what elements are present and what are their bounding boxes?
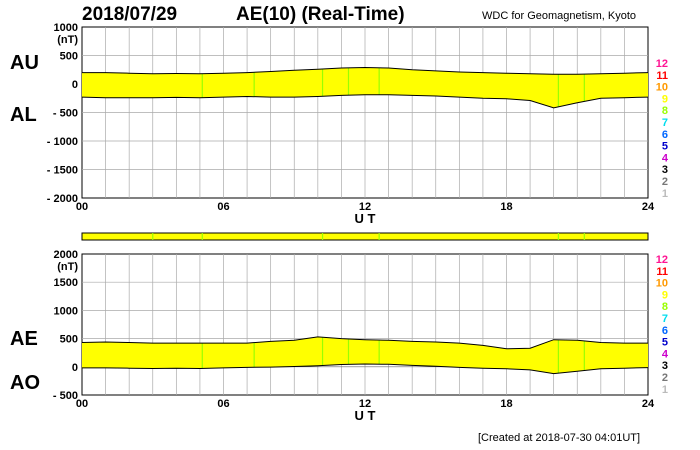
ae-ao-ytick-label: 1500 [54, 277, 78, 289]
station-strip-bar [81, 232, 649, 241]
au-al-xtick-label: 24 [642, 201, 655, 213]
ae-ao-ytick-label: - 500 [53, 390, 78, 402]
ae-ao-xaxis-title: U T [355, 408, 376, 423]
au-al-legend-item: 9 [662, 93, 668, 105]
chart-title: AE(10) (Real-Time) [236, 4, 405, 25]
au-al-legend-item: 1 [662, 188, 668, 200]
ae-ao-legend-item: 2 [662, 372, 668, 384]
chart-date: 2018/07/29 [82, 4, 178, 25]
au-al-ytick-label: 1000 [54, 22, 78, 34]
au-al-legend-item: 12 [656, 58, 668, 70]
au-al-series-au-line [82, 66, 649, 75]
au-al-legend-item: 5 [662, 141, 668, 153]
ao-label: AO [10, 372, 40, 394]
ae-ao-xtick-label: 24 [642, 398, 655, 410]
au-al-legend-item: 4 [662, 152, 669, 164]
ae-ao-legend-item: 1 [662, 384, 668, 396]
au-al-legend-item: 10 [656, 82, 668, 94]
au-al-legend-item: 6 [662, 129, 668, 141]
ae-ao-panel: 2000 1500 1000 500 0 - 500 (nT) 00 06 12 18 24 U T [53, 249, 655, 423]
ae-ao-xtick-label: 18 [500, 398, 512, 410]
ae-ao-legend-item: 3 [662, 360, 668, 372]
ae-ao-ytick-label: 1000 [54, 305, 78, 317]
ae-ao-legend-item: 6 [662, 325, 668, 337]
au-al-ytick-label: 500 [60, 51, 78, 63]
ae-ao-xtick-label: 00 [76, 398, 88, 410]
au-al-ytick-label: 0 [72, 79, 78, 91]
ae-ao-unit-label: (nT) [57, 261, 78, 273]
au-al-band [82, 67, 648, 108]
au-al-xaxis-title: U T [355, 211, 376, 226]
au-al-xtick-label: 18 [500, 201, 512, 213]
ae-ao-legend-item: 5 [662, 337, 668, 349]
ae-ao-xtick-label: 12 [359, 398, 371, 410]
ae-label: AE [10, 328, 38, 350]
ae-ao-series-ae-line [81, 336, 648, 350]
ae-ao-legend-item: 7 [662, 313, 668, 325]
au-al-xtick-label: 00 [76, 201, 88, 213]
au-label: AU [10, 52, 39, 74]
ae-ao-ytick-label: 500 [60, 334, 78, 346]
au-al-ytick-label: - 2000 [47, 193, 78, 205]
au-al-series-al-line [81, 94, 649, 109]
ae-ao-band [82, 336, 648, 374]
ae-ao-legend-item: 8 [662, 301, 668, 313]
data-source: WDC for Geomagnetism, Kyoto [482, 10, 637, 22]
ae-ao-legend-item: 10 [656, 278, 668, 290]
ae-ao-legend-item: 12 [656, 254, 668, 266]
au-al-legend-item: 3 [662, 164, 668, 176]
au-al-legend-item: 7 [662, 117, 668, 129]
au-al-xtick-label: 06 [217, 201, 229, 213]
au-al-ytick-label: - 500 [53, 108, 78, 120]
au-al-legend-item: 11 [656, 70, 668, 82]
au-al-legend-item: 2 [662, 176, 668, 188]
ae-ao-xtick-label: 06 [217, 398, 229, 410]
station-strip [81, 232, 649, 241]
created-timestamp: [Created at 2018-07-30 04:01UT] [478, 432, 641, 444]
ae-ao-series-ao-line [82, 363, 649, 375]
au-al-unit-label: (nT) [57, 34, 78, 46]
ae-ao-legend-item: 4 [662, 348, 669, 360]
ae-ao-ytick-label: 0 [72, 362, 78, 374]
au-al-panel: 1000 500 0 - 500 - 1000 - 1500 - 2000 (nT) 00 06 1… [47, 22, 655, 226]
au-al-ytick-label: - 1000 [47, 136, 78, 148]
au-al-ytick-label: - 1500 [47, 165, 78, 177]
ae-ao-legend-item: 11 [656, 266, 668, 278]
ae-ao-legend-item: 9 [662, 289, 668, 301]
al-label: AL [10, 104, 37, 126]
ae-ao-ytick-label: 2000 [54, 249, 78, 261]
au-al-xtick-label: 12 [359, 201, 371, 213]
au-al-legend-item: 8 [662, 105, 668, 117]
